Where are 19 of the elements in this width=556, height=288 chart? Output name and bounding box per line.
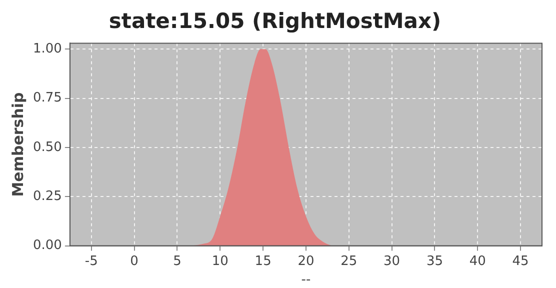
y-tick-label: 0.50 (32, 140, 62, 155)
x-tick-label: 25 (340, 254, 358, 269)
y-tick-label: 0.25 (32, 189, 62, 204)
y-tick-label: 0.00 (32, 238, 62, 254)
x-tick-label: 45 (512, 254, 529, 269)
x-tick-label: 15 (254, 254, 272, 269)
x-tick-label: 40 (469, 254, 486, 269)
x-tick-label: 20 (298, 254, 314, 269)
chart-title: state:15.05 (RightMostMax) (108, 9, 442, 34)
x-axis-title: -- (301, 272, 311, 288)
x-tick-label: 10 (212, 254, 228, 269)
x-tick-label: -5 (84, 254, 98, 269)
y-axis-title: Membership (8, 92, 27, 197)
y-tick-label: 1.00 (32, 41, 62, 56)
y-tick-label: 0.75 (32, 90, 62, 106)
x-tick-label: 5 (173, 254, 182, 269)
x-tick-label: 30 (384, 254, 400, 269)
x-tick-label: 35 (426, 254, 443, 269)
x-tick-label: 0 (130, 254, 138, 269)
